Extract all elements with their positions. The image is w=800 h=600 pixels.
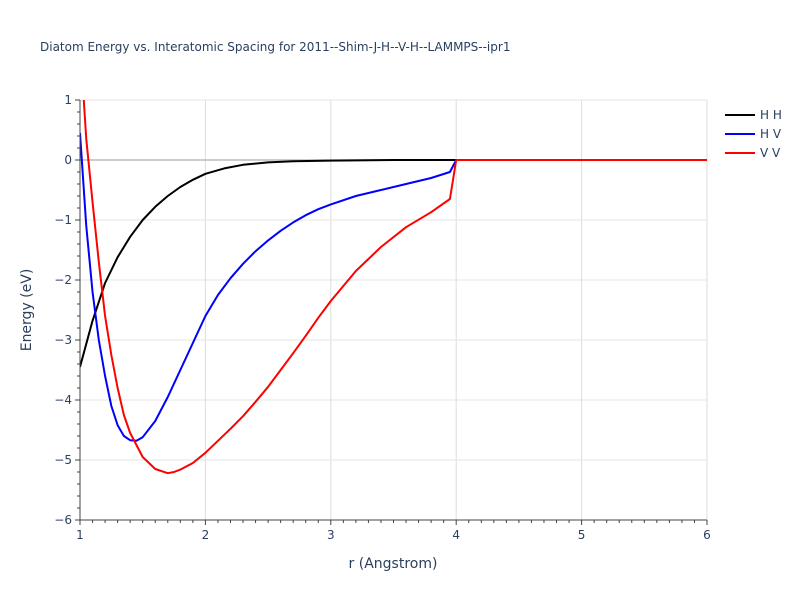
x-axis-title: r (Angstrom) <box>349 556 438 572</box>
y-tick-label: −2 <box>54 273 72 287</box>
chart-title: Diatom Energy vs. Interatomic Spacing fo… <box>40 40 510 54</box>
y-tick-labels: 1 0 −1 −2 −3 −4 −5 −6 <box>54 93 72 527</box>
legend-label-h-v: H V <box>760 127 782 141</box>
legend[interactable]: H H H V V V <box>725 108 782 160</box>
y-tick-label: −3 <box>54 333 72 347</box>
series-line-h-h <box>80 159 707 368</box>
legend-label-h-h: H H <box>760 108 782 122</box>
y-tick-label: 1 <box>64 93 72 107</box>
series-layer <box>80 100 707 475</box>
y-tick-label: −5 <box>54 453 72 467</box>
y-tick-label: −1 <box>54 213 72 227</box>
y-tick-label: −6 <box>54 513 72 527</box>
x-tick-label: 3 <box>327 528 335 542</box>
x-tick-label: 5 <box>578 528 586 542</box>
y-tick-label: −4 <box>54 393 72 407</box>
legend-label-v-v: V V <box>760 146 781 160</box>
x-tick-label: 2 <box>202 528 210 542</box>
grid-lines <box>80 99 708 520</box>
axes <box>75 99 708 525</box>
x-tick-label: 1 <box>76 528 84 542</box>
series-line-v-v <box>82 100 707 475</box>
x-tick-label: 6 <box>703 528 711 542</box>
x-tick-labels: 1 2 3 4 5 6 <box>76 528 711 542</box>
series-line-h-v <box>80 132 707 442</box>
y-tick-label: 0 <box>64 153 72 167</box>
y-axis-title: Energy (eV) <box>19 269 35 352</box>
x-tick-label: 4 <box>452 528 460 542</box>
